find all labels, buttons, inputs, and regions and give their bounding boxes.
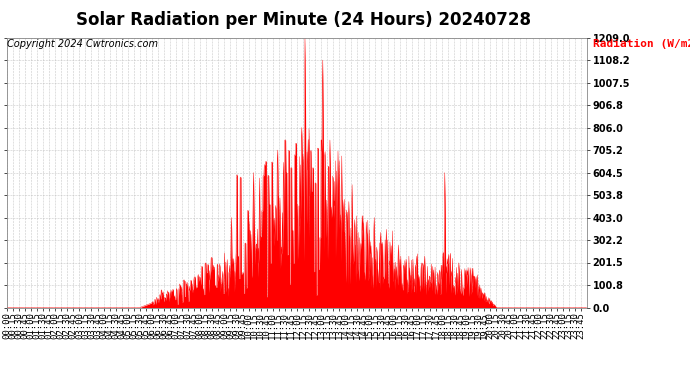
Text: Copyright 2024 Cwtronics.com: Copyright 2024 Cwtronics.com (7, 39, 158, 50)
Text: Solar Radiation per Minute (24 Hours) 20240728: Solar Radiation per Minute (24 Hours) 20… (76, 11, 531, 29)
Text: Radiation (W/m2): Radiation (W/m2) (593, 39, 690, 50)
